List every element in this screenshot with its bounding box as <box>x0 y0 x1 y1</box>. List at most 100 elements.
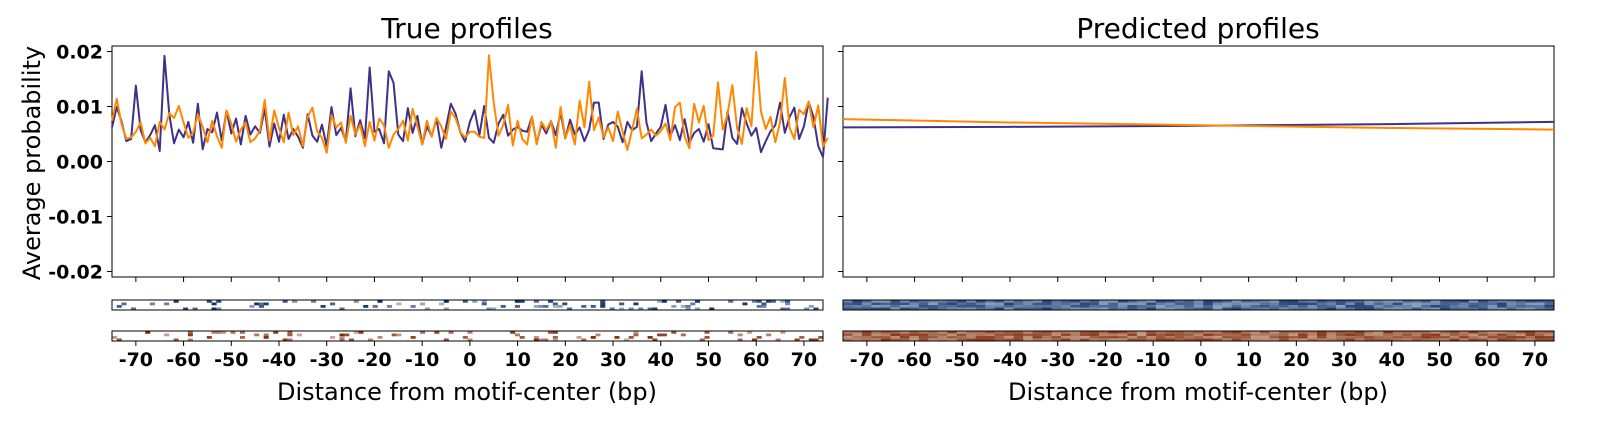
heatmap-cell <box>1269 336 1280 339</box>
heatmap-cell <box>1497 336 1508 339</box>
heatmap-cell <box>1440 331 1451 334</box>
heatmap-cell <box>1222 305 1233 308</box>
heatmap-cell <box>652 338 658 342</box>
heatmap-cell <box>1279 307 1290 311</box>
heatmap-cell <box>1080 305 1090 308</box>
heatmap-cell <box>519 336 525 339</box>
heatmap-cell <box>1345 307 1356 311</box>
heatmap-cell <box>1250 300 1261 303</box>
heatmap-cell <box>1165 307 1176 311</box>
heatmap-cell <box>928 305 939 308</box>
heatmap-cell <box>1279 302 1290 306</box>
heatmap-cell <box>614 336 620 339</box>
heatmap-cell <box>1307 336 1318 339</box>
heatmap-cell <box>1354 338 1365 342</box>
x-tick-label: 20 <box>1283 349 1309 371</box>
heatmap-frame <box>842 330 1555 342</box>
heatmap-cell <box>1174 307 1185 311</box>
heatmap-cell <box>1421 331 1432 334</box>
heatmap-cell <box>1421 302 1432 306</box>
heatmap-cell <box>1411 336 1422 339</box>
heatmap-cell <box>1155 336 1166 339</box>
heatmap-cell <box>799 336 805 339</box>
heatmap-cell <box>1231 331 1242 334</box>
heatmap-cell <box>1335 338 1346 342</box>
heatmap-cell <box>785 307 791 311</box>
heatmap-cell <box>1231 333 1242 337</box>
heatmap-cell <box>1392 302 1403 306</box>
left-orange-heatmap-strip <box>111 330 824 342</box>
heatmap-cell <box>695 307 701 311</box>
heatmap-cell <box>1279 305 1290 308</box>
heatmap-cell <box>1042 302 1053 306</box>
heatmap-cell <box>1127 333 1138 337</box>
heatmap-cell <box>1165 336 1176 339</box>
heatmap-cell <box>1392 338 1403 342</box>
heatmap-cell <box>1155 307 1166 311</box>
heatmap-cell <box>1525 302 1536 306</box>
heatmap-cell <box>899 307 910 311</box>
heatmap-cell <box>121 302 127 306</box>
heatmap-cell <box>871 331 882 334</box>
heatmap-cell <box>287 331 293 334</box>
heatmap-cell <box>652 307 658 311</box>
heatmap-cell <box>956 305 967 308</box>
heatmap-cell <box>439 302 445 306</box>
heatmap-cell <box>481 300 487 303</box>
heatmap-cell <box>1383 336 1394 339</box>
heatmap-cell <box>685 305 691 308</box>
heatmap-cell <box>1288 336 1299 339</box>
heatmap-cell <box>552 302 558 306</box>
heatmap-cell <box>1373 305 1384 308</box>
heatmap-cell <box>1487 300 1498 303</box>
heatmap-cell <box>1174 338 1185 342</box>
heatmap-cell <box>1535 302 1546 306</box>
heatmap-cell <box>1212 305 1223 308</box>
heatmap-cell <box>533 305 539 308</box>
heatmap-cell <box>187 338 193 342</box>
heatmap-cell <box>1013 333 1024 337</box>
heatmap-cell <box>1165 338 1176 342</box>
heatmap-cell <box>1089 307 1100 311</box>
heatmap-cell <box>1231 307 1242 311</box>
heatmap-cell <box>1525 333 1536 337</box>
x-tick-label: -20 <box>1088 349 1122 371</box>
heatmap-cell <box>880 307 891 311</box>
heatmap-cell <box>1165 302 1176 306</box>
heatmap-cell <box>1449 307 1460 311</box>
heatmap-cell <box>1023 338 1034 342</box>
heatmap-cell <box>1127 307 1138 311</box>
heatmap-cell <box>871 333 882 337</box>
right-series-lines <box>842 118 1555 131</box>
heatmap-cell <box>1231 302 1242 306</box>
heatmap-cell <box>263 336 269 339</box>
heatmap-cell <box>737 338 743 342</box>
heatmap-cell <box>1468 305 1479 308</box>
heatmap-cell <box>1535 300 1546 303</box>
heatmap-cell <box>647 336 653 339</box>
heatmap-cell <box>1127 336 1138 339</box>
heatmap-cell <box>1516 338 1527 342</box>
heatmap-cell <box>1335 305 1346 308</box>
right-plot-frame <box>842 45 1555 278</box>
heatmap-cell <box>1516 300 1527 303</box>
heatmap-cell <box>1203 307 1214 311</box>
heatmap-cell <box>1080 336 1090 339</box>
heatmap-cell <box>890 307 901 311</box>
heatmap-cell <box>1317 338 1327 342</box>
heatmap-cell <box>1165 331 1176 334</box>
heatmap-cell <box>1373 302 1384 306</box>
heatmap-cell <box>1155 302 1166 306</box>
heatmap-cell <box>843 338 853 342</box>
heatmap-cell <box>1497 333 1508 337</box>
heatmap-cell <box>339 307 345 311</box>
heatmap-cell <box>1354 336 1365 339</box>
heatmap-cell <box>1544 338 1555 342</box>
heatmap-cell <box>1402 307 1413 311</box>
heatmap-cell <box>1004 331 1015 334</box>
heatmap-cell <box>211 302 217 306</box>
heatmap-cell <box>975 300 986 303</box>
heatmap-cell <box>567 307 573 311</box>
heatmap-cell <box>761 302 767 306</box>
heatmap-cell <box>258 305 264 308</box>
